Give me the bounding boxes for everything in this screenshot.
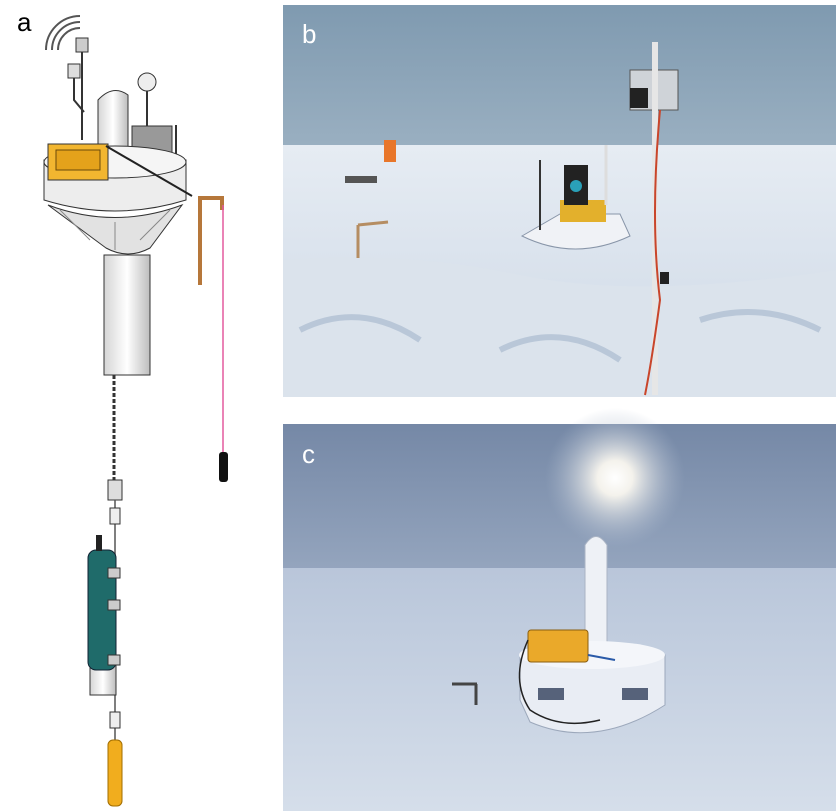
panel-label: b xyxy=(302,19,316,49)
photo-b-shape xyxy=(384,140,396,162)
buoy-diagram-shape xyxy=(55,149,101,171)
buoy-diagram-shape xyxy=(107,599,121,611)
photo-b xyxy=(283,5,836,397)
photo-b-shape xyxy=(630,88,648,108)
buoy-diagram-shape xyxy=(105,145,193,197)
photo-c-shape xyxy=(545,408,685,548)
buoy-diagram-shape xyxy=(73,78,85,113)
photo-b-shape xyxy=(298,309,822,363)
buoy-diagram-shape xyxy=(198,196,224,285)
buoy-diagram-shape xyxy=(219,452,228,482)
buoy-diagram-shape xyxy=(96,535,102,551)
photo-c-shape xyxy=(527,629,589,663)
photo-b-shape xyxy=(560,200,606,222)
photo-b-shape xyxy=(660,272,669,284)
photo-c-shape xyxy=(584,536,608,646)
photo-b-shape xyxy=(570,180,582,192)
photo-c-shape xyxy=(587,654,616,661)
buoy-diagram-shape xyxy=(107,654,121,666)
buoy-diagram xyxy=(43,15,228,807)
panel-label: a xyxy=(17,7,32,37)
panel-label: c xyxy=(302,439,315,469)
photo-b-shape xyxy=(345,176,377,183)
photo-b-shape xyxy=(357,220,389,227)
buoy-diagram-shape xyxy=(109,711,121,729)
photo-c-shape xyxy=(538,688,564,700)
photo-b-shape xyxy=(644,109,662,396)
buoy-diagram-shape xyxy=(103,254,151,376)
buoy-diagram-shape xyxy=(109,507,121,525)
buoy-diagram-shape xyxy=(107,567,121,579)
photo-c-shape xyxy=(622,688,648,700)
photo-b-shape xyxy=(520,213,631,250)
buoy-diagram-shape xyxy=(59,209,171,250)
buoy-diagram-shape xyxy=(75,37,89,53)
photo-b-shape xyxy=(283,257,836,397)
buoy-diagram-shape xyxy=(67,63,81,79)
photo-c-shape xyxy=(518,639,601,725)
buoy-diagram-shape xyxy=(137,72,157,92)
photo-c xyxy=(283,408,836,811)
buoy-diagram-shape xyxy=(107,739,123,807)
buoy-diagram-shape xyxy=(45,15,81,51)
buoy-diagram-shape xyxy=(107,479,123,501)
photo-c-shape xyxy=(519,654,666,734)
